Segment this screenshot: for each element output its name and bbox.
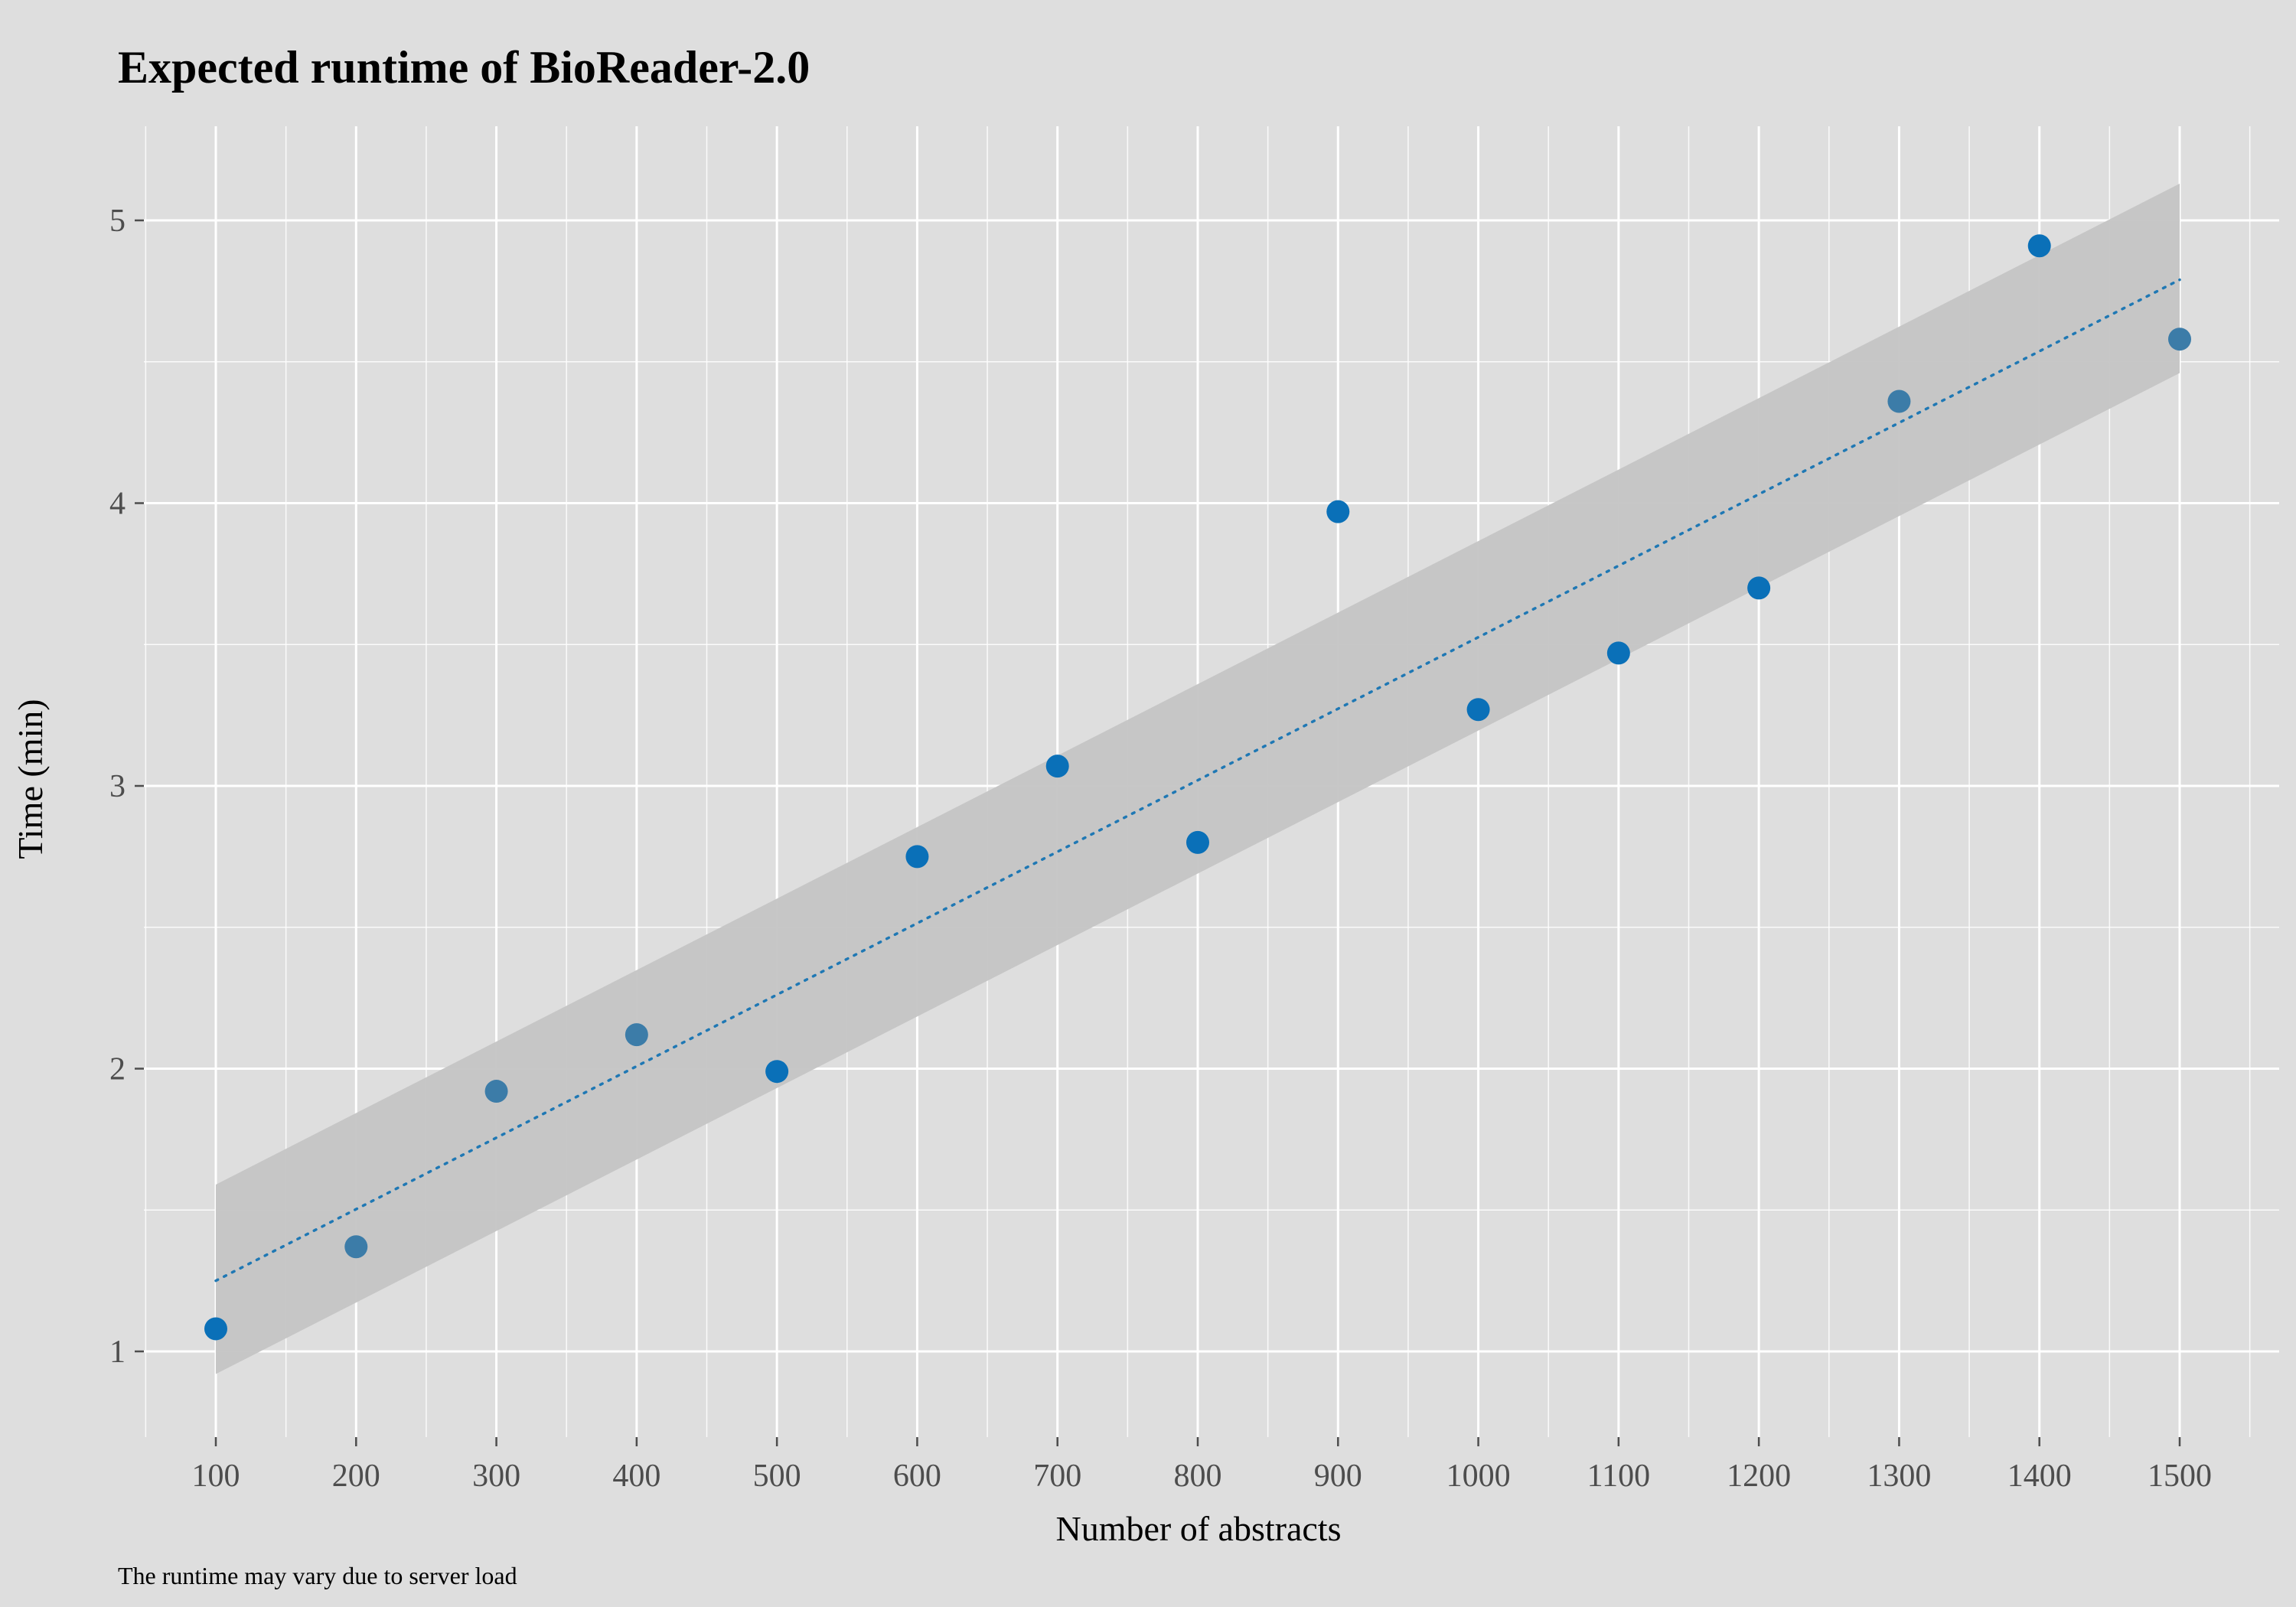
y-tick-label: 3 [109,769,126,804]
x-tick-label: 300 [472,1459,520,1494]
y-tick-label: 5 [109,204,126,239]
axes-layer: 100 200 300 400 500 600 700 800 900 1000 1100 1200 1… [109,204,2212,1494]
chart-title: Expected runtime of BioReader-2.0 [118,42,810,93]
x-tick-label: 200 [332,1459,380,1494]
x-tick-label: 800 [1174,1459,1222,1494]
data-point [1747,576,1771,600]
trend-line-layer [214,278,2181,1283]
data-point [344,1235,368,1259]
y-tick-label: 2 [109,1052,126,1087]
data-point [625,1023,648,1047]
x-tick-label: 600 [893,1459,941,1494]
data-point [2168,328,2191,351]
data-point [1326,500,1350,523]
data-point [1606,641,1630,665]
data-point [484,1080,508,1103]
data-point [765,1060,789,1084]
x-tick-label: 900 [1314,1459,1362,1494]
trend-line [214,278,2181,1283]
x-tick-label: 1300 [1867,1459,1931,1494]
y-tick-label: 1 [109,1335,126,1370]
data-point [1045,755,1069,778]
data-point [1887,390,1911,413]
data-point [2027,234,2051,258]
data-point [1186,830,1209,854]
x-tick-label: 400 [612,1459,660,1494]
x-tick-label: 1100 [1587,1459,1650,1494]
x-tick-label: 1200 [1727,1459,1791,1494]
data-point [204,1317,227,1341]
x-tick-label: 1400 [2007,1459,2072,1494]
x-tick-label: 700 [1033,1459,1081,1494]
x-axis-title: Number of abstracts [1056,1509,1342,1548]
x-tick-label: 100 [192,1459,240,1494]
y-tick-label: 4 [109,487,126,522]
data-point [1466,698,1490,722]
chart-caption: The runtime may vary due to server load [118,1562,517,1589]
y-axis-title: Time (min) [11,699,50,859]
x-tick-label: 500 [753,1459,801,1494]
x-tick-label: 1500 [2148,1459,2212,1494]
data-points-layer [204,234,2191,1341]
x-tick-label: 1000 [1446,1459,1511,1494]
data-point [905,845,929,869]
